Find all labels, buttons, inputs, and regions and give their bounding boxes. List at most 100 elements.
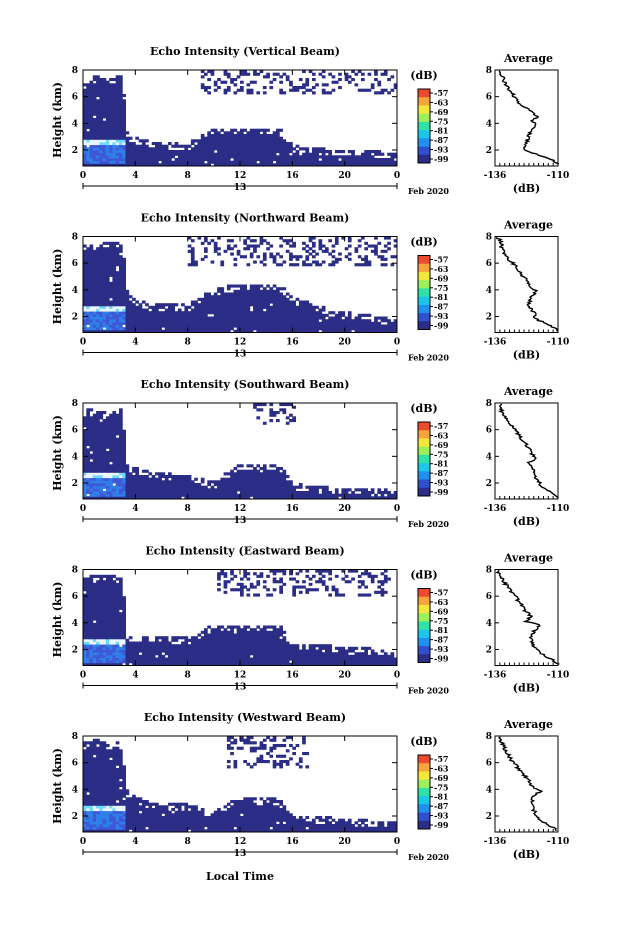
echo-cell xyxy=(138,305,143,309)
echo-cell xyxy=(168,316,172,320)
echo-cell xyxy=(207,147,211,151)
echo-cell xyxy=(240,588,244,592)
echo-cell xyxy=(243,485,247,489)
echo-cell xyxy=(276,308,280,312)
echo-cell xyxy=(207,295,211,299)
echo-cell xyxy=(269,295,274,299)
echo-cell xyxy=(141,469,146,473)
echo-cell xyxy=(210,649,215,653)
echo-cell xyxy=(105,241,110,245)
echo-cell xyxy=(338,155,342,159)
echo-cell xyxy=(308,263,313,267)
echo-cell xyxy=(125,652,130,656)
echo-cell xyxy=(92,252,97,256)
echo-cell xyxy=(220,641,225,645)
echo-cell xyxy=(109,453,113,457)
echo-cell xyxy=(89,152,94,156)
echo-cell xyxy=(190,158,195,162)
echo-cell xyxy=(92,644,97,648)
echo-cell xyxy=(318,321,323,325)
echo-cell xyxy=(357,321,362,325)
echo-cell xyxy=(138,660,143,664)
echo-cell xyxy=(269,413,274,417)
echo-cell xyxy=(128,483,133,487)
echo-cell xyxy=(122,281,126,285)
echo-cell xyxy=(135,480,139,484)
echo-cell xyxy=(246,91,251,95)
echo-cell xyxy=(370,86,375,90)
echo-cell xyxy=(89,120,94,124)
echo-cell xyxy=(105,617,110,621)
echo-cell xyxy=(109,147,113,151)
colorbar-frame xyxy=(417,421,431,497)
echo-cell xyxy=(105,596,110,600)
echo-cell xyxy=(141,654,146,658)
echo-cell xyxy=(197,633,202,637)
echo-cell xyxy=(148,488,153,492)
echo-cell xyxy=(213,136,218,140)
echo-cell xyxy=(115,321,120,325)
echo-cell xyxy=(177,657,182,661)
echo-cell xyxy=(102,628,107,632)
echo-cell xyxy=(272,297,277,301)
echo-cell xyxy=(187,496,192,500)
echo-cell xyxy=(187,654,192,658)
echo-cell xyxy=(102,496,107,500)
echo-cell xyxy=(122,321,126,325)
echo-cell xyxy=(83,491,87,495)
echo-cell xyxy=(125,163,130,167)
echo-cell xyxy=(236,657,241,661)
colorbar-segment xyxy=(418,430,430,439)
echo-cell xyxy=(223,308,228,312)
echo-cell xyxy=(249,147,254,151)
echo-cell xyxy=(145,493,149,497)
echo-cell xyxy=(174,163,179,167)
echo-cell xyxy=(102,453,107,457)
echo-cell xyxy=(240,297,244,301)
echo-cell xyxy=(308,327,313,331)
echo-cell xyxy=(115,622,120,626)
echo-cell xyxy=(112,249,117,253)
echo-cell xyxy=(112,120,117,124)
echo-cell xyxy=(105,612,110,616)
echo-cell xyxy=(249,491,254,495)
echo-cell xyxy=(155,483,159,487)
echo-cell xyxy=(279,152,283,156)
echo-cell xyxy=(240,464,244,468)
echo-cell xyxy=(285,327,290,331)
echo-cell xyxy=(161,660,166,664)
y-tick-label: 8 xyxy=(72,66,78,76)
echo-cell xyxy=(128,644,133,648)
echo-cell xyxy=(220,657,225,661)
echo-cell xyxy=(122,445,126,449)
echo-cell xyxy=(197,641,202,645)
echo-cell xyxy=(112,289,117,293)
echo-cell xyxy=(204,88,208,92)
x-tick-label: 20 xyxy=(338,504,351,514)
echo-cell xyxy=(105,625,110,629)
colorbar-segment xyxy=(418,89,430,98)
echo-cell xyxy=(86,86,90,90)
echo-cell xyxy=(89,633,94,637)
echo-cell xyxy=(266,493,270,497)
echo-cell xyxy=(92,99,97,103)
echo-cell xyxy=(305,263,310,267)
echo-cell xyxy=(223,483,228,487)
echo-cell xyxy=(390,88,395,92)
echo-cell xyxy=(83,421,87,425)
echo-cell xyxy=(83,273,87,277)
echo-cell xyxy=(174,493,179,497)
echo-cell xyxy=(83,300,87,304)
echo-cell xyxy=(105,475,110,479)
echo-cell xyxy=(269,305,274,309)
echo-cell xyxy=(89,139,94,143)
echo-cell xyxy=(105,142,110,146)
echo-cell xyxy=(367,327,372,331)
echo-cell xyxy=(233,493,238,497)
echo-cell xyxy=(387,163,391,167)
echo-cell xyxy=(155,477,159,481)
echo-cell xyxy=(194,329,198,333)
echo-cell xyxy=(109,128,113,132)
echo-cell xyxy=(155,652,159,656)
echo-cell xyxy=(89,155,94,159)
